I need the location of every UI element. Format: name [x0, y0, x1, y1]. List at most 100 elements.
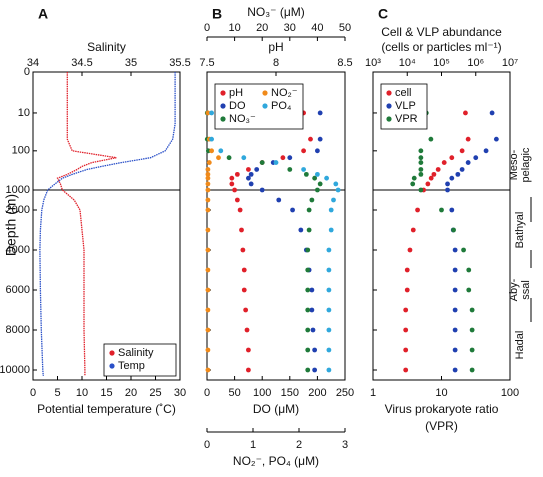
y-tick-label: 10000 — [0, 364, 30, 376]
data-point — [463, 110, 468, 116]
x-tick-label: 10 — [228, 22, 240, 34]
data-point — [305, 347, 311, 353]
legend-label: NO₂⁻ — [271, 87, 298, 99]
data-point — [326, 327, 332, 333]
data-point — [205, 307, 211, 313]
legend-marker — [386, 90, 392, 96]
data-point — [216, 155, 221, 161]
data-point — [205, 227, 211, 233]
x-tick-label: 250 — [336, 387, 354, 399]
data-point — [449, 175, 455, 181]
data-point — [449, 155, 455, 161]
y-axis-title: Depth (m) — [3, 194, 19, 256]
data-point — [459, 148, 465, 154]
x-tick-label: 1 — [370, 387, 376, 399]
x-tick-label: 25 — [149, 387, 161, 399]
data-point — [315, 148, 320, 154]
x-tick-label: 8 — [273, 57, 279, 69]
data-point — [415, 207, 420, 213]
data-point — [459, 167, 465, 172]
data-point — [246, 167, 251, 172]
data-point — [309, 307, 315, 313]
data-point — [326, 347, 332, 353]
y-tick-label: 1000 — [6, 184, 30, 196]
data-point — [205, 167, 211, 172]
data-point — [418, 148, 424, 154]
data-point — [465, 136, 471, 142]
data-point — [418, 187, 424, 193]
x-tick-label: 0 — [30, 387, 36, 399]
data-point — [445, 187, 450, 193]
plot-frame — [32, 71, 181, 381]
data-point — [411, 175, 417, 181]
legend-label: VLP — [395, 100, 416, 112]
data-point — [455, 171, 461, 177]
zone-label: Aby- — [508, 278, 520, 301]
x-tick-label: 5 — [54, 387, 60, 399]
x-tick-label: 10⁵ — [433, 57, 450, 69]
y-tick-label: 10 — [18, 107, 30, 119]
data-point — [309, 197, 315, 203]
data-point — [335, 187, 341, 193]
data-point — [205, 347, 211, 353]
x-tick-label: 10 — [76, 387, 88, 399]
data-point — [404, 267, 410, 273]
legend-label: VPR — [395, 113, 418, 125]
data-point — [205, 187, 211, 193]
data-point — [328, 227, 334, 233]
legend-marker — [262, 90, 268, 96]
x-tick-label: 3 — [342, 439, 348, 451]
legend-label: PO₄ — [271, 100, 292, 112]
data-point — [205, 247, 211, 253]
data-point — [333, 181, 339, 187]
data-point — [209, 148, 215, 154]
data-point — [469, 347, 475, 353]
legend-label: Temp — [118, 360, 145, 372]
x-tick-label: 35 — [125, 57, 137, 69]
x-tick-label: 34 — [27, 57, 39, 69]
data-point — [317, 110, 323, 116]
legend-box — [214, 83, 304, 130]
data-point — [461, 247, 466, 253]
y-tick-label: 6000 — [6, 284, 30, 296]
data-point — [407, 247, 413, 253]
data-point — [280, 155, 286, 161]
data-point — [305, 247, 311, 253]
zone-label: Bathyal — [514, 212, 526, 249]
x-tick-label: 50 — [339, 22, 351, 34]
data-point — [234, 197, 240, 203]
data-point — [205, 175, 211, 181]
x-tick-label: 100 — [253, 387, 271, 399]
x-tick-label: 10⁶ — [467, 57, 484, 69]
data-point — [403, 367, 409, 373]
legend-label: pH — [229, 87, 243, 99]
x-axis-title: pH — [268, 40, 283, 54]
legend-label: NO₃⁻ — [229, 113, 256, 125]
x-axis-title: NO₂⁻, PO₄ (μM) — [233, 454, 319, 468]
data-point — [229, 181, 235, 187]
x-tick-label: 0 — [204, 387, 210, 399]
x-tick-label: 8.5 — [337, 57, 352, 69]
zone-label: ssal — [520, 280, 532, 300]
x-tick-label: 30 — [174, 387, 186, 399]
data-point — [493, 136, 499, 142]
data-point — [287, 155, 293, 161]
data-point — [326, 287, 332, 293]
data-point — [205, 327, 211, 333]
data-point — [410, 181, 416, 187]
y-tick-label: 4000 — [6, 244, 30, 256]
data-point — [326, 367, 332, 373]
x-tick-label: 2 — [296, 439, 302, 451]
data-point — [317, 181, 323, 187]
data-point — [248, 181, 254, 187]
data-point — [315, 171, 320, 177]
data-point — [248, 171, 254, 177]
data-point — [452, 247, 458, 253]
x-tick-label: 35.5 — [169, 57, 190, 69]
data-point — [310, 327, 316, 333]
data-point — [234, 171, 240, 177]
data-point — [209, 136, 215, 142]
data-point — [241, 267, 247, 273]
x-tick-label: 10³ — [365, 57, 381, 69]
data-point — [403, 347, 409, 353]
